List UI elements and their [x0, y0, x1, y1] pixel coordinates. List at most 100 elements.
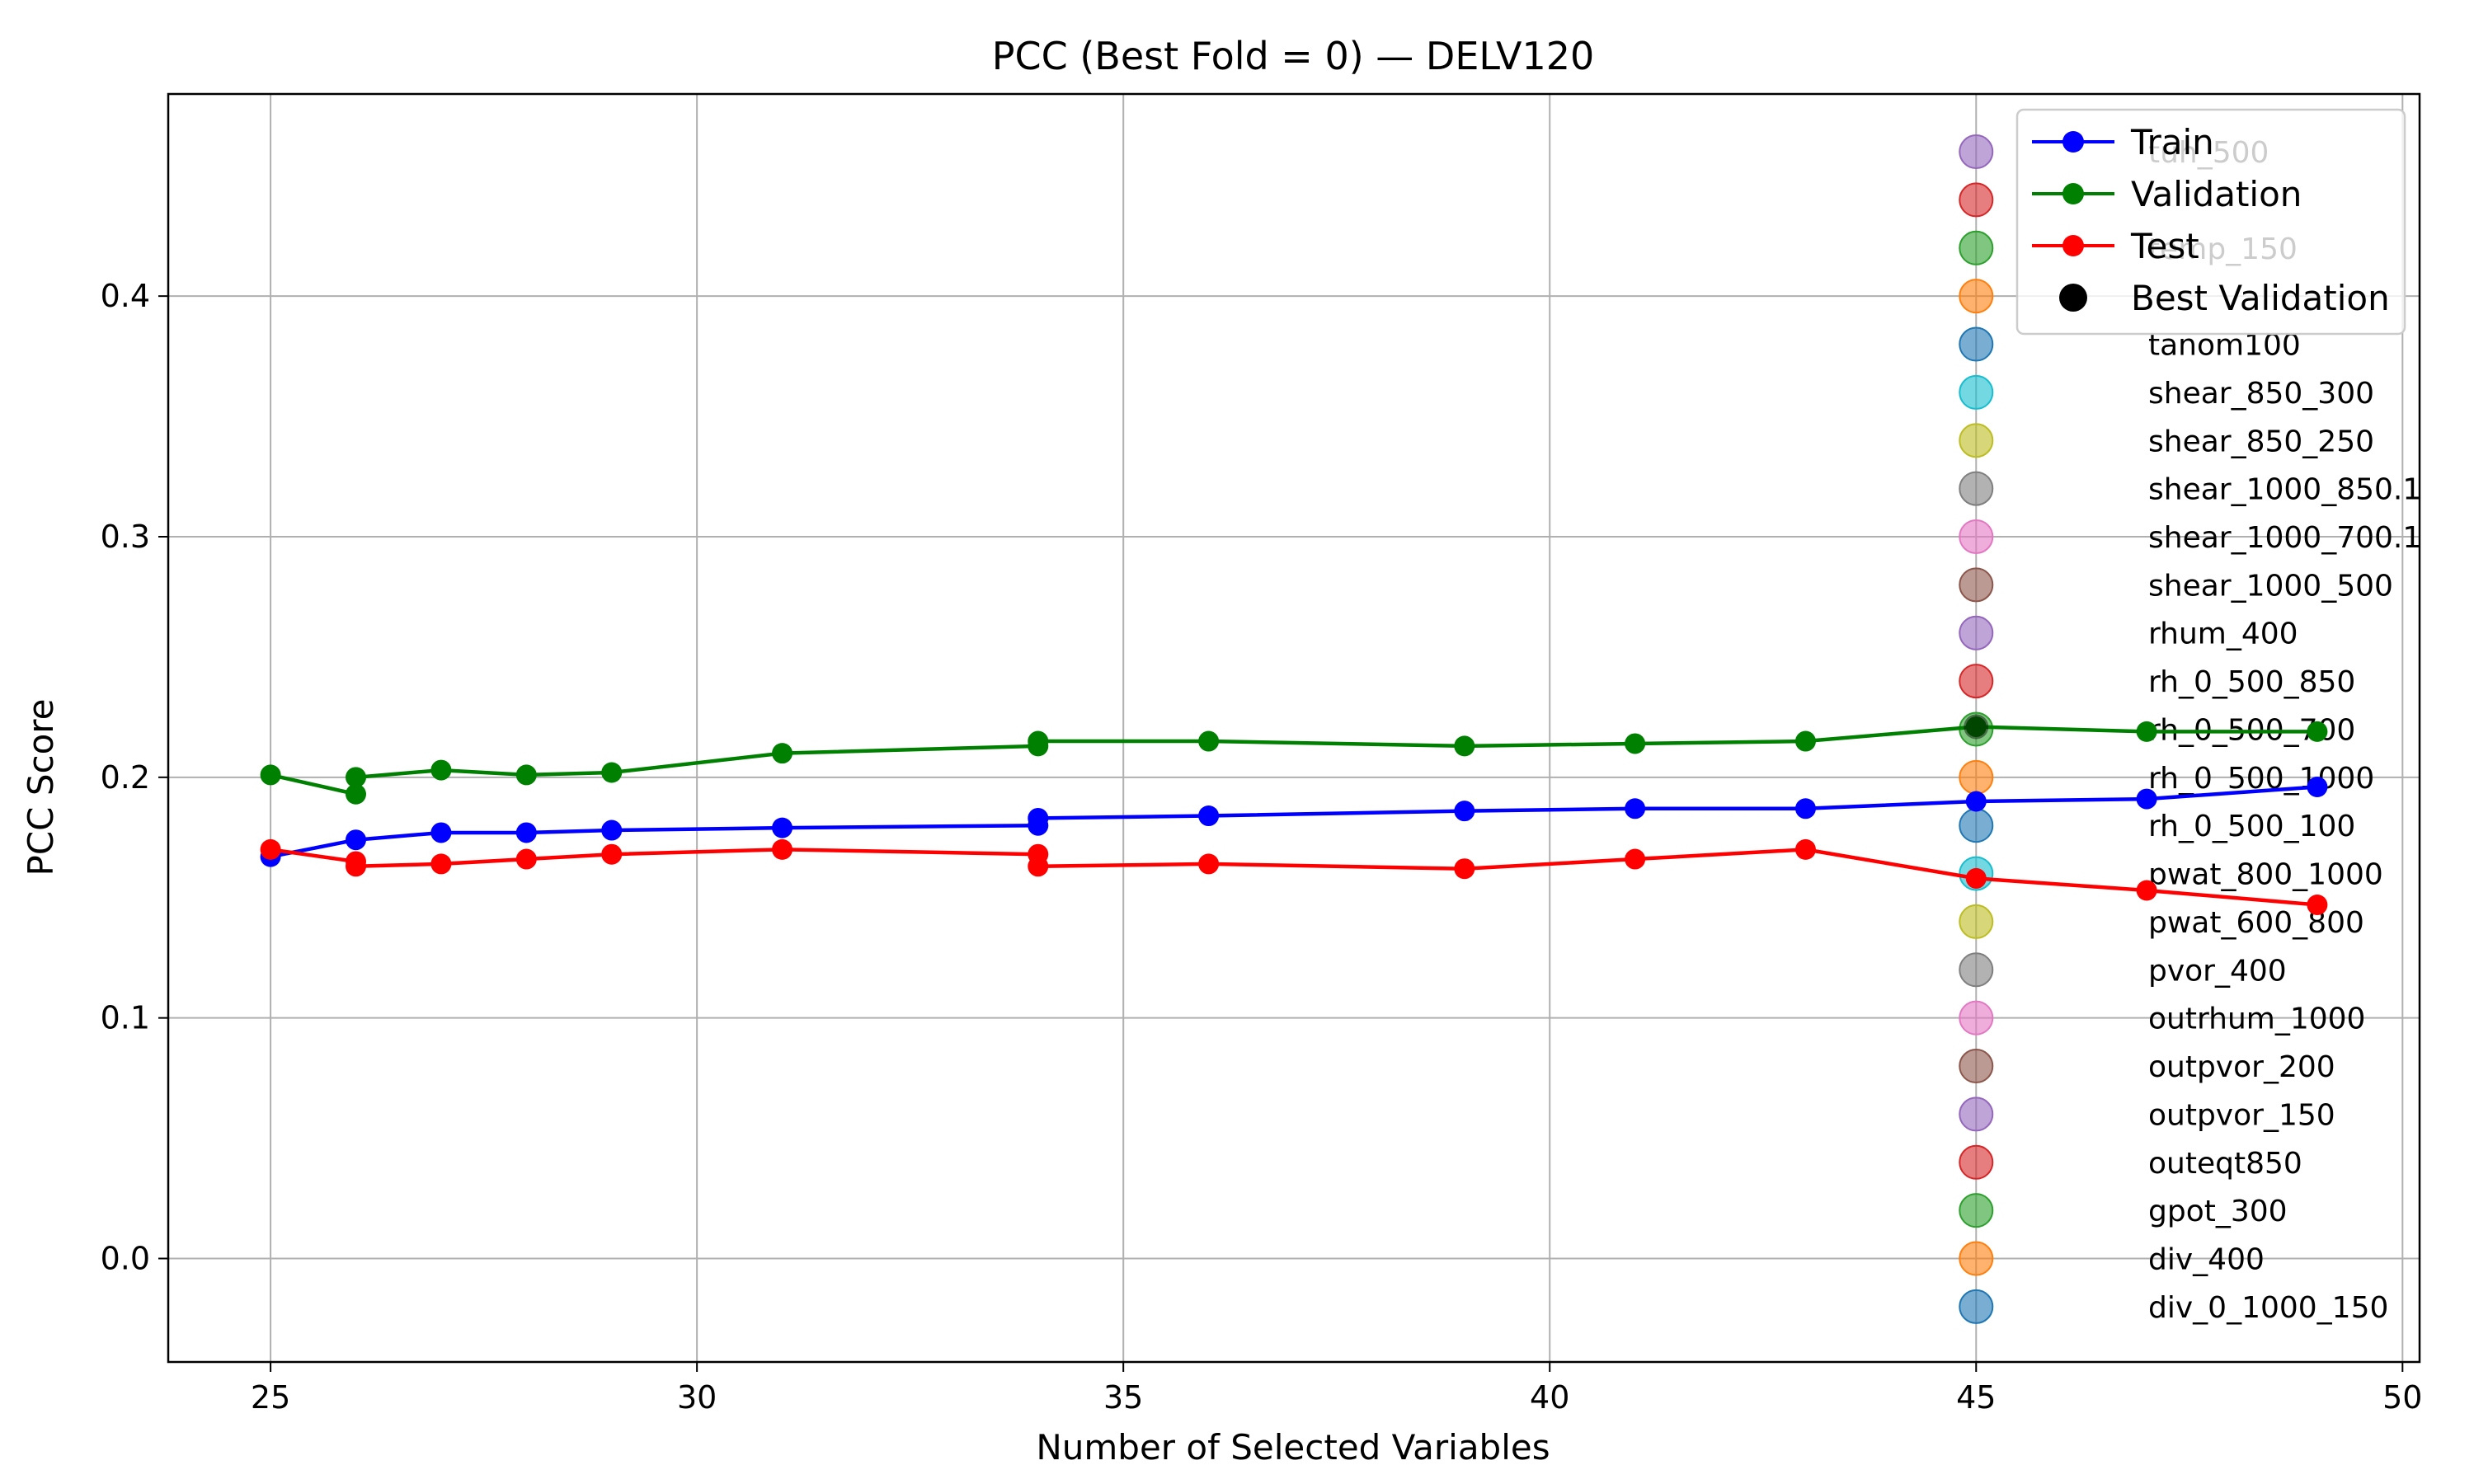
data-point-train: [1198, 805, 1220, 827]
data-point-validation: [2307, 721, 2328, 742]
legend-train-label: Train: [2130, 122, 2214, 162]
legend-best-validation-label: Best Validation: [2131, 278, 2390, 318]
data-point-test: [2136, 880, 2157, 901]
data-point-test: [1625, 848, 1646, 870]
variable-marker-label: pwat_600_800: [2148, 906, 2364, 940]
variable-marker-label: rhum_400: [2148, 618, 2298, 651]
variable-marker: [1959, 1097, 1994, 1132]
variable-marker: [1959, 664, 1994, 699]
variable-marker: [1959, 1241, 1994, 1276]
legend-test-marker: [2062, 235, 2084, 256]
chart-title: PCC (Best Fold = 0) — DELV120: [992, 34, 1595, 78]
data-point-test: [430, 853, 452, 875]
data-point-test: [1198, 853, 1220, 875]
variable-marker-label: shear_850_250: [2148, 425, 2374, 458]
variable-marker-label: pvor_400: [2148, 954, 2287, 988]
variable-marker-label: shear_1000_700.1: [2148, 521, 2421, 555]
data-point-train: [1454, 801, 1475, 822]
data-point-train: [2136, 788, 2157, 810]
plot-area-frame: [167, 92, 2421, 1364]
data-point-test: [1454, 858, 1475, 880]
data-point-test: [260, 838, 281, 860]
y-tick-label: 0.2: [101, 759, 150, 796]
data-point-validation: [260, 764, 281, 786]
y-tick-label: 0.1: [101, 1000, 150, 1036]
variable-marker: [1959, 279, 1994, 314]
axis-ticks: 25 30 35 40 45 50 0.0 0.1 0.2 0.3 0.4: [101, 278, 2423, 1416]
y-tick-label: 0.4: [101, 278, 150, 314]
variable-marker-label: gpot_300: [2148, 1195, 2288, 1228]
data-point-validation: [1028, 730, 1049, 752]
data-point-train: [601, 819, 623, 841]
variable-marker-label: shear_1000_500: [2148, 569, 2393, 603]
legend-item-test: Test: [2032, 226, 2199, 266]
data-point-test: [2307, 895, 2328, 916]
variable-marker: [1959, 326, 1994, 362]
variable-marker-label: outeqt850: [2148, 1147, 2302, 1181]
variable-marker: [1959, 952, 1994, 988]
data-point-test: [515, 848, 537, 870]
data-point-train: [1965, 791, 1987, 812]
best-validation-point: [1964, 714, 1989, 740]
variable-marker: [1959, 904, 1994, 939]
variable-marker: [1959, 182, 1994, 218]
data-point-train: [430, 822, 452, 843]
data-point-validation: [430, 759, 452, 781]
data-point-validation: [1965, 716, 1987, 738]
data-point-test: [1794, 838, 1816, 860]
data-point-test: [1028, 856, 1049, 877]
variable-marker-label: rh_0_500_850: [2148, 665, 2355, 699]
x-tick-label: 30: [677, 1379, 717, 1416]
data-series: [260, 716, 2328, 916]
variable-marker-label: rh_0_500_100: [2148, 810, 2355, 843]
y-axis-label: PCC Score: [21, 699, 61, 876]
variable-marker: [1959, 374, 1994, 410]
legend: Train Validation Test Best Validation: [2015, 108, 2406, 336]
variable-marker: [1959, 759, 1994, 795]
variable-marker: [1959, 808, 1994, 843]
variable-marker: [1959, 471, 1994, 506]
x-tick-label: 40: [1530, 1379, 1569, 1416]
variable-marker-label: div_400: [2148, 1243, 2265, 1277]
variable-marker-label: outrhum_1000: [2148, 1003, 2365, 1036]
best-validation-layer: [1964, 714, 1989, 740]
variable-marker: [1959, 230, 1994, 265]
data-point-validation: [515, 764, 537, 786]
variable-marker-label: shear_1000_850.1: [2148, 473, 2421, 507]
data-point-train: [1625, 798, 1646, 819]
variable-marker-label: outpvor_150: [2148, 1098, 2335, 1132]
x-tick-label: 50: [2382, 1379, 2422, 1416]
legend-test-label: Test: [2130, 226, 2199, 266]
data-point-train: [1794, 798, 1816, 819]
x-tick-label: 45: [1956, 1379, 1996, 1416]
data-point-validation: [1198, 730, 1220, 752]
data-point-validation: [346, 767, 366, 788]
variable-marker: [1959, 134, 1994, 170]
legend-item-train: Train: [2032, 122, 2214, 162]
x-tick-label: 35: [1103, 1379, 1143, 1416]
variable-marker-label: div_0_1000_150: [2148, 1291, 2388, 1325]
variable-marker-label: outpvor_200: [2148, 1050, 2335, 1084]
y-tick-label: 0.3: [101, 519, 150, 555]
data-point-train: [346, 829, 366, 851]
variable-marker: [1959, 1144, 1994, 1180]
legend-validation-label: Validation: [2131, 174, 2302, 214]
variable-marker: [1959, 1049, 1994, 1084]
data-point-validation: [601, 762, 623, 783]
legend-validation-marker: [2062, 183, 2084, 204]
legend-best-validation-marker: [2059, 284, 2087, 312]
legend-box: [2015, 108, 2406, 336]
variable-marker: [1959, 423, 1994, 458]
legend-train-marker: [2062, 131, 2084, 153]
variable-marker: [1959, 1193, 1994, 1228]
variable-marker-label: shear_850_300: [2148, 377, 2374, 411]
variable-marker: [1959, 615, 1994, 650]
variable-marker: [1959, 1000, 1994, 1036]
legend-item-validation: Validation: [2032, 174, 2302, 214]
variable-marker: [1959, 567, 1994, 603]
legend-item-best-validation: Best Validation: [2059, 278, 2390, 318]
data-point-test: [1965, 867, 1987, 889]
data-point-validation: [1794, 730, 1816, 752]
data-point-train: [2307, 777, 2328, 798]
